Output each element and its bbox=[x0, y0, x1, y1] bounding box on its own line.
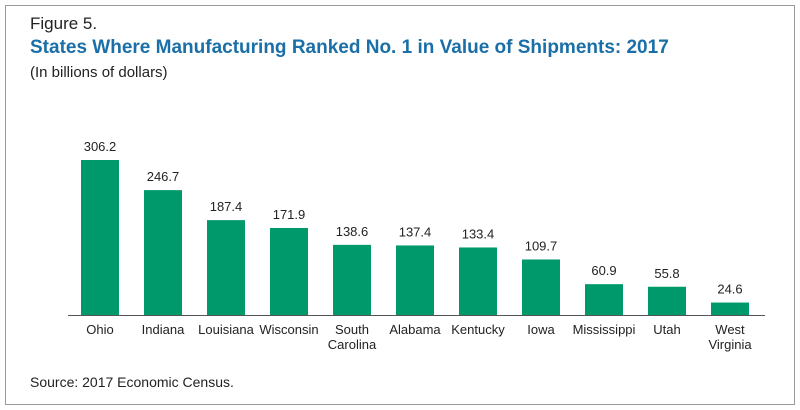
category-label: West bbox=[715, 322, 745, 337]
bar bbox=[648, 286, 686, 315]
value-label: 55.8 bbox=[654, 266, 679, 281]
figure-label: Figure 5. bbox=[30, 14, 98, 33]
bar bbox=[711, 302, 749, 315]
value-label: 171.9 bbox=[273, 207, 306, 222]
category-label: Wisconsin bbox=[259, 322, 318, 337]
value-label: 137.4 bbox=[399, 224, 432, 239]
category-label: Ohio bbox=[86, 322, 113, 337]
value-label: 306.2 bbox=[84, 139, 117, 154]
category-label: Alabama bbox=[389, 322, 441, 337]
chart-title: States Where Manufacturing Ranked No. 1 … bbox=[30, 37, 669, 58]
bar bbox=[585, 284, 623, 315]
value-label: 109.7 bbox=[525, 238, 558, 253]
value-label: 133.4 bbox=[462, 226, 495, 241]
category-label: Utah bbox=[653, 322, 680, 337]
figure-frame bbox=[5, 5, 795, 405]
value-label: 246.7 bbox=[147, 169, 180, 184]
category-label: Virginia bbox=[708, 337, 752, 352]
value-label: 138.6 bbox=[336, 224, 369, 239]
bar bbox=[522, 259, 560, 315]
category-label: Carolina bbox=[328, 337, 377, 352]
source-note: Source: 2017 Economic Census. bbox=[30, 374, 234, 390]
value-label: 187.4 bbox=[210, 199, 243, 214]
chart-subtitle: (In billions of dollars) bbox=[30, 64, 168, 81]
bar bbox=[207, 220, 245, 315]
value-label: 24.6 bbox=[717, 282, 742, 297]
bar bbox=[396, 245, 434, 315]
category-label: South bbox=[335, 322, 369, 337]
category-label: Mississippi bbox=[573, 322, 636, 337]
bar bbox=[333, 244, 371, 315]
category-label: Indiana bbox=[142, 322, 185, 337]
bar bbox=[144, 190, 182, 315]
category-label: Kentucky bbox=[451, 322, 505, 337]
bar bbox=[270, 227, 308, 315]
category-label: Louisiana bbox=[198, 322, 254, 337]
value-label: 60.9 bbox=[591, 263, 616, 278]
bar bbox=[459, 247, 497, 315]
bar bbox=[81, 160, 119, 315]
category-label: Iowa bbox=[527, 322, 555, 337]
